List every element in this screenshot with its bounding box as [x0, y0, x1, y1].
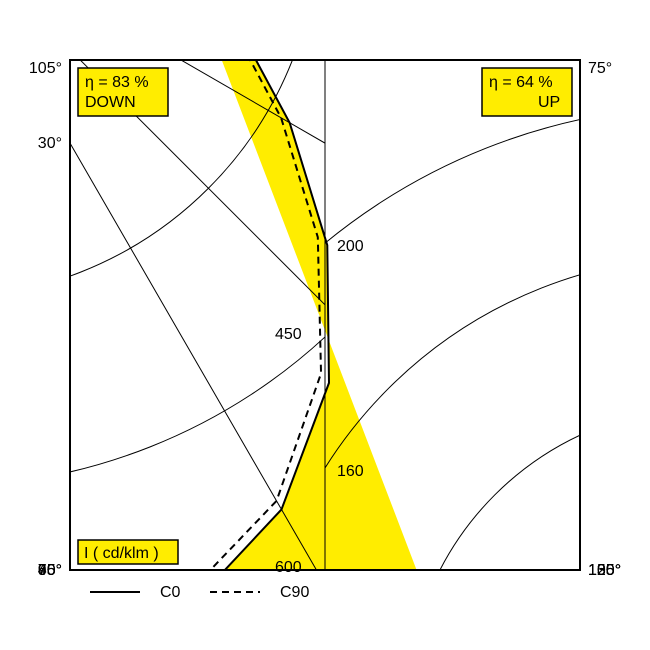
- chart-svg: 45060016020030°45°60°75°90°105°75°90°105…: [0, 0, 650, 650]
- angle-label-left: 30°: [38, 135, 62, 152]
- legend-c90: C90: [280, 584, 309, 601]
- polar-chart: 45060016020030°45°60°75°90°105°75°90°105…: [0, 0, 650, 650]
- legend-c0: C0: [160, 584, 181, 601]
- ring-label-left: 600: [275, 559, 302, 576]
- angle-label-right: 90°: [588, 0, 612, 4]
- down-eta: η = 83 %: [85, 74, 149, 91]
- angle-label-left: 105°: [29, 60, 62, 77]
- angle-label-right: 150°: [588, 562, 621, 579]
- up-eta: η = 64 %: [489, 74, 553, 91]
- ring-label-left: 450: [275, 326, 302, 343]
- angle-label-right: 75°: [588, 60, 612, 77]
- up-label: UP: [538, 94, 560, 111]
- ring-label-right: 200: [337, 238, 364, 255]
- ring-label-right: 160: [337, 463, 364, 480]
- angle-label-left: 90°: [38, 562, 62, 579]
- unit-label: I ( cd/klm ): [84, 545, 159, 562]
- down-label: DOWN: [85, 94, 136, 111]
